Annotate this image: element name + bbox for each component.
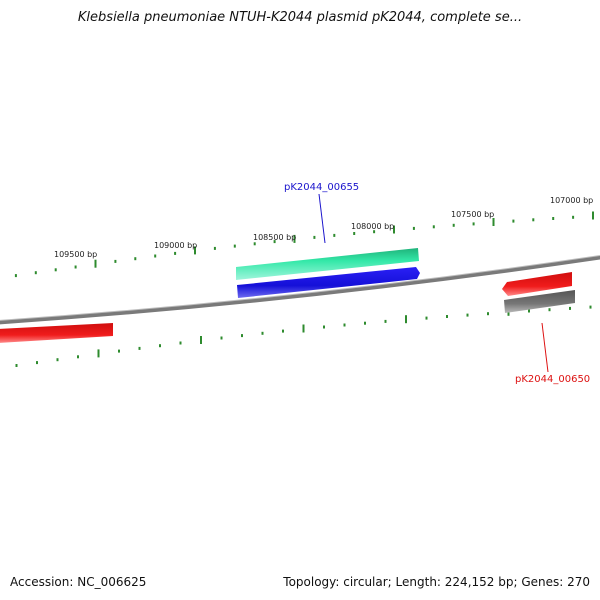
inner-scale-minor-tick bbox=[549, 308, 551, 311]
inner-scale-minor-tick bbox=[467, 314, 469, 317]
accession-text: Accession: NC_006625 bbox=[10, 575, 146, 589]
scale-label-109000: 109000 bp bbox=[154, 241, 197, 250]
inner-scale-minor-tick bbox=[426, 317, 428, 320]
inner-scale-minor-tick bbox=[36, 361, 38, 364]
feature-label-pk2044-00655[interactable]: pK2044_00655 bbox=[284, 182, 359, 193]
outer-scale-minor-tick bbox=[473, 222, 475, 225]
outer-scale-minor-tick bbox=[75, 266, 77, 269]
outer-scale-major-tick bbox=[592, 212, 594, 220]
outer-scale-minor-tick bbox=[413, 227, 415, 230]
outer-scale-minor-tick bbox=[114, 260, 116, 263]
outer-scale-minor-tick bbox=[453, 224, 455, 227]
inner-scale-minor-tick bbox=[241, 334, 243, 337]
inner-scale-minor-tick bbox=[262, 332, 264, 335]
inner-scale-minor-tick bbox=[385, 320, 387, 323]
inner-scale-minor-tick bbox=[528, 310, 530, 313]
feature-red-left[interactable] bbox=[0, 323, 113, 343]
outer-scale-minor-tick bbox=[532, 218, 534, 221]
inner-scale-minor-tick bbox=[323, 326, 325, 329]
outer-scale-minor-tick bbox=[333, 234, 335, 237]
outer-scale-minor-tick bbox=[214, 247, 216, 250]
inner-scale-minor-tick bbox=[446, 315, 448, 318]
outer-scale-minor-tick bbox=[313, 236, 315, 239]
inner-scale-minor-tick bbox=[57, 358, 59, 361]
inner-scale-minor-tick bbox=[16, 364, 18, 367]
outer-scale-minor-tick bbox=[35, 271, 37, 274]
scale-label-108000: 108000 bp bbox=[351, 222, 394, 231]
outer-scale-major-tick bbox=[95, 260, 97, 268]
inner-scale-minor-tick bbox=[180, 342, 182, 345]
inner-scale-minor-tick bbox=[344, 324, 346, 327]
scale-label-107500: 107500 bp bbox=[451, 210, 494, 219]
inner-scale-minor-tick bbox=[159, 344, 161, 347]
inner-scale-minor-tick bbox=[569, 307, 571, 310]
inner-scale-minor-tick bbox=[590, 306, 592, 309]
outer-scale-minor-tick bbox=[572, 216, 574, 219]
inner-scale-minor-tick bbox=[221, 337, 223, 340]
scale-label-107000: 107000 bp bbox=[550, 196, 593, 205]
outer-scale-minor-tick bbox=[353, 232, 355, 235]
outer-scale-minor-tick bbox=[512, 220, 514, 223]
outer-scale-minor-tick bbox=[433, 225, 435, 228]
leader-line-pk2044-00650 bbox=[542, 323, 548, 372]
topology-text: Topology: circular; Length: 224,152 bp; … bbox=[283, 575, 590, 589]
leader-line-pk2044-00655 bbox=[319, 194, 325, 243]
outer-scale-minor-tick bbox=[552, 217, 554, 220]
scale-label-108500: 108500 bp bbox=[253, 233, 296, 242]
outer-scale-minor-tick bbox=[254, 242, 256, 245]
outer-scale-minor-tick bbox=[174, 252, 176, 255]
outer-scale-minor-tick bbox=[154, 255, 156, 258]
inner-scale-major-tick bbox=[98, 349, 100, 357]
inner-scale-minor-tick bbox=[139, 347, 141, 350]
inner-scale-minor-tick bbox=[282, 330, 284, 333]
inner-scale-major-tick bbox=[200, 336, 202, 344]
outer-scale-major-tick bbox=[493, 218, 495, 226]
inner-scale-major-tick bbox=[405, 315, 407, 323]
scale-label-109500: 109500 bp bbox=[54, 250, 97, 259]
inner-scale-minor-tick bbox=[118, 350, 120, 353]
feature-label-pk2044-00650[interactable]: pK2044_00650 bbox=[515, 374, 590, 385]
outer-scale-minor-tick bbox=[55, 268, 57, 271]
inner-scale-major-tick bbox=[303, 325, 305, 333]
inner-scale-minor-tick bbox=[364, 322, 366, 325]
outer-scale-minor-tick bbox=[234, 245, 236, 248]
outer-scale-minor-tick bbox=[134, 257, 136, 260]
inner-scale-minor-tick bbox=[487, 312, 489, 315]
outer-scale-minor-tick bbox=[15, 274, 17, 277]
inner-scale-minor-tick bbox=[77, 355, 79, 358]
